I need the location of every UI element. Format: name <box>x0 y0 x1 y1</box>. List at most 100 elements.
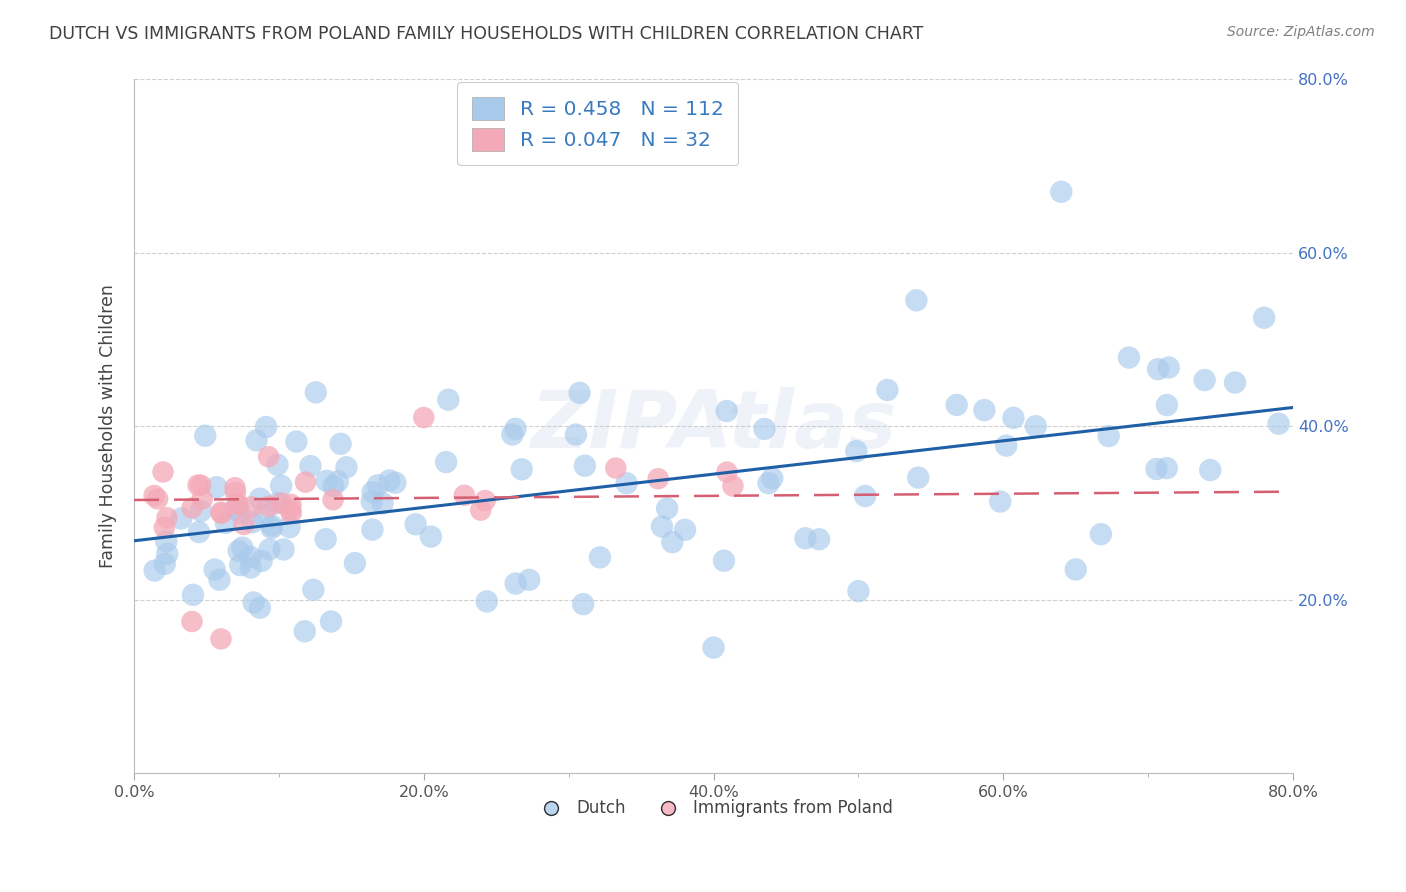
Immigrants from Poland <box>470 503 492 517</box>
Dutch <box>1118 351 1140 365</box>
Dutch <box>361 523 384 537</box>
Dutch <box>845 444 868 458</box>
Dutch <box>1050 185 1073 199</box>
Dutch <box>505 576 527 591</box>
Dutch <box>945 398 967 412</box>
Dutch <box>1098 429 1121 443</box>
Dutch <box>188 524 211 539</box>
Dutch <box>305 385 328 400</box>
Dutch <box>143 564 166 578</box>
Dutch <box>761 471 783 485</box>
Dutch <box>501 427 523 442</box>
Dutch <box>589 550 612 565</box>
Immigrants from Poland <box>226 497 249 511</box>
Immigrants from Poland <box>191 491 214 506</box>
Immigrants from Poland <box>153 520 176 534</box>
Dutch <box>229 506 252 520</box>
Immigrants from Poland <box>280 497 302 511</box>
Immigrants from Poland <box>605 461 627 475</box>
Immigrants from Poland <box>209 632 232 646</box>
Dutch <box>1002 410 1025 425</box>
Dutch <box>1157 360 1180 375</box>
Dutch <box>475 594 498 608</box>
Dutch <box>254 420 277 434</box>
Dutch <box>215 516 238 530</box>
Dutch <box>1267 417 1289 431</box>
Immigrants from Poland <box>647 472 669 486</box>
Dutch <box>361 485 384 500</box>
Immigrants from Poland <box>453 488 475 502</box>
Dutch <box>205 480 228 494</box>
Dutch <box>231 541 253 555</box>
Dutch <box>299 459 322 474</box>
Immigrants from Poland <box>181 615 204 629</box>
Dutch <box>716 404 738 418</box>
Dutch <box>905 293 928 308</box>
Dutch <box>329 437 352 451</box>
Immigrants from Poland <box>474 493 496 508</box>
Dutch <box>155 534 177 549</box>
Dutch <box>278 520 301 534</box>
Dutch <box>273 542 295 557</box>
Dutch <box>703 640 725 655</box>
Dutch <box>1025 419 1047 434</box>
Legend: Dutch, Immigrants from Poland: Dutch, Immigrants from Poland <box>529 793 898 824</box>
Dutch <box>437 392 460 407</box>
Dutch <box>228 543 250 558</box>
Immigrants from Poland <box>187 478 209 492</box>
Dutch <box>367 478 389 492</box>
Dutch <box>319 615 342 629</box>
Dutch <box>973 403 995 417</box>
Dutch <box>713 554 735 568</box>
Immigrants from Poland <box>143 489 166 503</box>
Dutch <box>260 521 283 535</box>
Dutch <box>510 462 533 476</box>
Dutch <box>1146 462 1168 476</box>
Dutch <box>378 474 401 488</box>
Dutch <box>616 476 638 491</box>
Dutch <box>1156 461 1178 475</box>
Dutch <box>315 532 337 546</box>
Dutch <box>876 383 898 397</box>
Dutch <box>384 475 406 490</box>
Dutch <box>505 422 527 436</box>
Dutch <box>988 494 1011 508</box>
Dutch <box>661 535 683 549</box>
Immigrants from Poland <box>257 500 280 514</box>
Dutch <box>1064 562 1087 576</box>
Dutch <box>242 595 264 609</box>
Dutch <box>419 530 441 544</box>
Dutch <box>335 460 357 475</box>
Immigrants from Poland <box>294 475 316 490</box>
Immigrants from Poland <box>280 502 302 516</box>
Dutch <box>322 479 344 493</box>
Dutch <box>326 475 349 489</box>
Dutch <box>239 549 262 564</box>
Immigrants from Poland <box>280 506 302 520</box>
Immigrants from Poland <box>257 450 280 464</box>
Dutch <box>1223 376 1246 390</box>
Dutch <box>517 573 540 587</box>
Dutch <box>315 474 337 488</box>
Dutch <box>754 422 776 436</box>
Dutch <box>249 600 271 615</box>
Dutch <box>224 501 246 516</box>
Dutch <box>249 491 271 506</box>
Immigrants from Poland <box>226 498 249 512</box>
Dutch <box>574 458 596 473</box>
Dutch <box>1253 310 1275 325</box>
Dutch <box>190 504 212 518</box>
Dutch <box>758 476 780 491</box>
Dutch <box>907 470 929 484</box>
Immigrants from Poland <box>322 492 344 507</box>
Dutch <box>294 624 316 639</box>
Dutch <box>794 531 817 545</box>
Dutch <box>405 517 427 532</box>
Text: DUTCH VS IMMIGRANTS FROM POLAND FAMILY HOUSEHOLDS WITH CHILDREN CORRELATION CHAR: DUTCH VS IMMIGRANTS FROM POLAND FAMILY H… <box>49 25 924 43</box>
Dutch <box>302 582 325 597</box>
Immigrants from Poland <box>232 517 254 532</box>
Immigrants from Poland <box>146 491 169 506</box>
Dutch <box>260 518 283 533</box>
Dutch <box>360 494 382 508</box>
Dutch <box>156 547 179 561</box>
